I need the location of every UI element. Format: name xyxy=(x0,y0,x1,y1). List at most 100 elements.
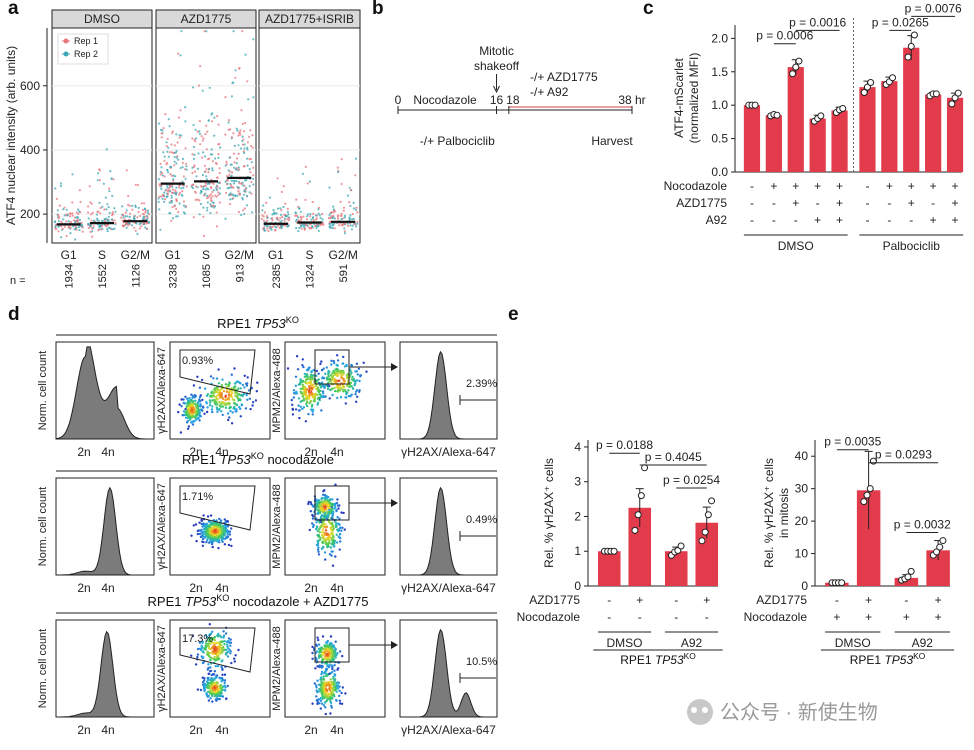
panel-a-point xyxy=(166,137,169,141)
panel-a-point xyxy=(332,205,335,208)
panel-d-gh2ax-event xyxy=(224,526,228,530)
panel-a-point xyxy=(225,160,228,163)
panel-d-mpm2-event xyxy=(315,507,318,510)
panel-a-point xyxy=(239,147,242,150)
panel-d-mpm2-event xyxy=(328,521,331,524)
panel-a-point xyxy=(242,209,245,212)
panel-d-gh2ax-event xyxy=(226,684,229,688)
panel-a-point xyxy=(123,218,126,221)
panel-d-mpm2-event xyxy=(326,499,330,502)
panel-a-point xyxy=(158,122,161,125)
panel-a-point xyxy=(232,30,235,33)
panel-d-mpm2-event xyxy=(334,371,337,375)
panel-a-point xyxy=(232,182,236,185)
panel-e2-row-sign: - xyxy=(835,593,839,607)
panel-a-point xyxy=(216,185,219,188)
panel-d-gh2ax-event xyxy=(220,384,223,387)
panel-a-point xyxy=(246,164,249,167)
panel-d-mpm2-event xyxy=(321,381,324,384)
panel-a-point xyxy=(352,201,355,204)
panel-d-gh2ax-gate xyxy=(179,627,256,673)
panel-d-gh2ax-event xyxy=(212,644,215,647)
panel-d-gh2ax-event xyxy=(223,543,227,546)
panel-c-row-sign: + xyxy=(792,179,799,193)
panel-a-point xyxy=(177,52,180,55)
panel-a-point xyxy=(185,165,188,168)
panel-d-gate-arrowhead xyxy=(391,641,398,649)
panel-e2-y-label-1: Rel. % γH2AX⁺ cells xyxy=(762,458,776,568)
panel-d-gate-percent: 0.93% xyxy=(182,355,213,367)
panel-c-row-sign: - xyxy=(772,213,776,227)
panel-c-row-sign: - xyxy=(931,196,935,210)
panel-a-point xyxy=(206,194,209,197)
panel-e2-row-sign: + xyxy=(865,593,872,607)
panel-d-mpm2-event xyxy=(319,707,322,710)
panel-c-row-sign: - xyxy=(865,179,869,193)
panel-a-x-tick-label: S xyxy=(305,248,313,262)
panel-d-gh2ax-event xyxy=(230,392,233,395)
panel-d-mpm2-event xyxy=(317,638,320,642)
panel-d-mpm2-event xyxy=(317,539,321,542)
panel-a-point xyxy=(271,217,274,220)
panel-d-gh2ax-event xyxy=(187,425,191,428)
panel-d-gh2ax-histogram xyxy=(400,350,497,440)
panel-d-gh2ax-event xyxy=(199,688,203,692)
panel-a-point xyxy=(108,187,111,190)
panel-a-point xyxy=(270,228,273,231)
panel-d-gh2ax-histogram xyxy=(400,628,497,718)
panel-d-gh2ax-event xyxy=(204,387,207,390)
panel-a-point xyxy=(229,193,232,196)
panel-d-gh2ax-event xyxy=(210,673,213,677)
panel-a-point xyxy=(295,226,298,230)
panel-d-mpm2-event xyxy=(321,685,325,688)
panel-a-point xyxy=(166,171,170,174)
panel-d-mpm2-event xyxy=(337,667,340,670)
panel-d-gh2ax-event xyxy=(215,674,219,677)
panel-d-gh2ax-event xyxy=(234,654,237,657)
panel-d-gh2ax-event xyxy=(211,527,215,530)
panel-a-point xyxy=(245,204,248,207)
panel-a-point xyxy=(159,162,162,165)
panel-c-y-label-1: ATF4-mScarlet xyxy=(672,57,686,137)
panel-b-time-0: 0 xyxy=(395,93,402,107)
panel-d-gh2ax-event xyxy=(216,532,219,536)
panel-a-point xyxy=(288,217,291,220)
panel-d-gh2ax-event xyxy=(200,644,203,647)
panel-d-gh2ax-event xyxy=(239,415,242,418)
panel-e2-row-sign: + xyxy=(865,610,872,624)
panel-d-mpm2-event xyxy=(300,391,303,394)
panel-d-gh2ax-event xyxy=(228,641,231,644)
panel-d-mpm2-event xyxy=(337,530,340,533)
panel-a-facet-label: DMSO xyxy=(84,12,120,26)
panel-d-gh2ax-event xyxy=(229,638,232,641)
panel-a-point xyxy=(304,165,307,168)
panel-d-xtick-4n: 4n xyxy=(215,723,228,737)
panel-d-gh2ax-event xyxy=(212,377,215,380)
panel-a-point xyxy=(90,202,93,205)
panel-e1-pvalue-label: p = 0.0254 xyxy=(663,473,720,487)
panel-d-mpm2-event xyxy=(334,648,337,651)
panel-d-row-title-post: nocodazole + AZD1775 xyxy=(229,594,368,609)
panel-a-point xyxy=(246,146,249,149)
panel-d-mpm2-event xyxy=(325,541,328,545)
panel-c-bar xyxy=(831,110,848,172)
panel-d-gh2ax-event xyxy=(195,539,198,543)
panel-a-point xyxy=(286,207,289,210)
panel-a-point xyxy=(167,118,170,121)
panel-a-point xyxy=(309,212,312,216)
panel-a-point xyxy=(355,206,358,209)
panel-d-mpm2-event xyxy=(331,498,334,501)
panel-d-gh2ax-event xyxy=(217,368,220,371)
panel-a-point xyxy=(225,183,229,186)
panel-a-point xyxy=(138,223,141,226)
panel-d-mpm2-event xyxy=(318,511,322,514)
panel-a-point xyxy=(215,188,218,191)
panel-a-y-tick-label: 600 xyxy=(20,79,40,93)
panel-d-mpm2-event xyxy=(307,389,311,392)
panel-d-gh2ax-event xyxy=(182,410,186,413)
panel-d-gate-percent: 17.3% xyxy=(182,633,213,645)
panel-a-point xyxy=(175,200,178,203)
panel-a-point xyxy=(356,211,359,214)
panel-a-point xyxy=(100,228,103,231)
